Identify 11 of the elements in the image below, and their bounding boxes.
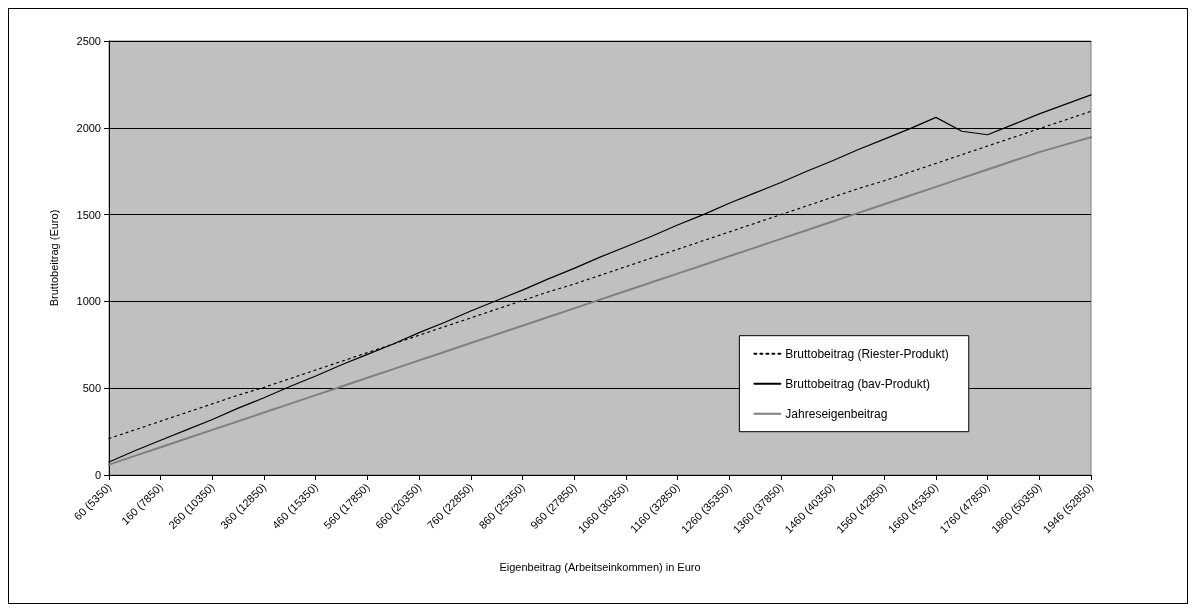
y-tick-label: 500 [82,382,101,395]
y-tick-label: 2000 [76,121,101,134]
x-axis-title: Eigenbeitrag (Arbeitseinkommen) in Euro [499,560,701,573]
y-axis-title: Bruttobeitrag (Euro) [47,209,60,307]
y-tick-label: 0 [94,469,101,481]
legend-label: Bruttobeitrag (bav-Produkt) [785,376,931,391]
legend-label: Jahreseigenbeitrag [785,406,888,421]
y-tick-label: 1000 [76,295,101,308]
legend-label: Bruttobeitrag (Riester-Produkt) [785,346,949,361]
y-tick-label: 2500 [76,35,101,47]
y-tick-label: 1500 [76,208,101,221]
